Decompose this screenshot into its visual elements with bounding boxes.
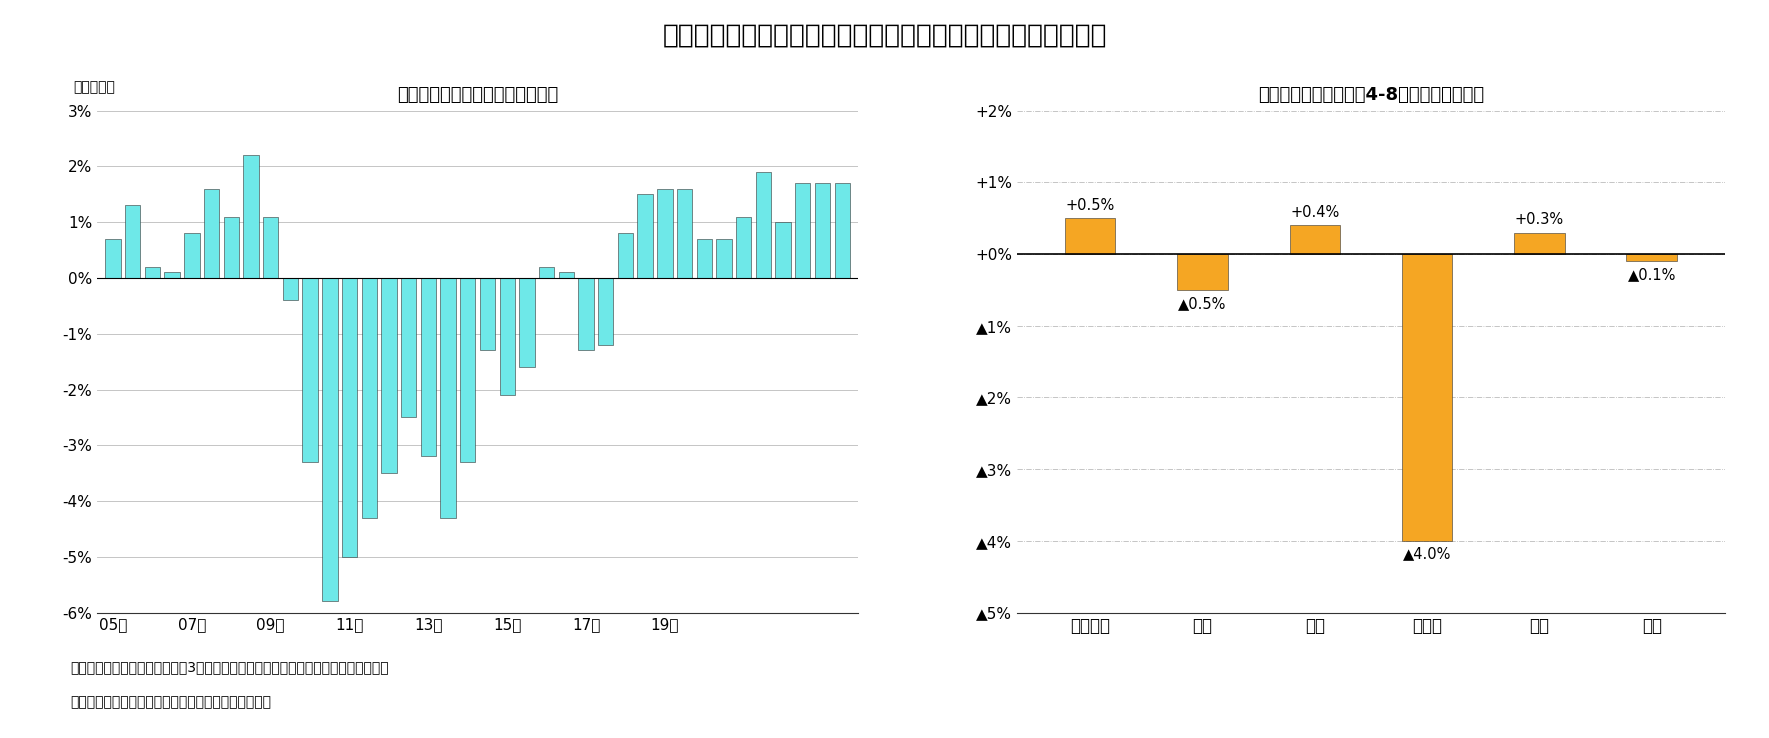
Bar (598, 278, 614, 345)
Bar (559, 272, 573, 278)
Bar (716, 239, 732, 278)
Bar (617, 233, 633, 278)
Bar (678, 189, 692, 278)
Bar (540, 267, 554, 278)
Bar (1514, 232, 1566, 254)
Bar (755, 172, 771, 278)
Text: （注）賃貸事業収益：各時点で3期以上の運用実績があり継続比較可能な物件を対象: （注）賃貸事業収益：各時点で3期以上の運用実績があり継続比較可能な物件を対象 (71, 661, 389, 675)
Bar (736, 217, 752, 278)
Text: 図表４：Ｊリート保有ビルの収益及び評価額（前期比増減率）: 図表４：Ｊリート保有ビルの収益及び評価額（前期比増減率） (662, 22, 1107, 48)
Bar (775, 222, 791, 278)
Text: ▲0.5%: ▲0.5% (1178, 296, 1226, 311)
Bar (244, 155, 258, 278)
Text: （出所）開示資料をもとにニッセイ基礎研究所が作成: （出所）開示資料をもとにニッセイ基礎研究所が作成 (71, 695, 272, 709)
Bar (421, 278, 435, 456)
Bar (578, 278, 594, 351)
Bar (264, 217, 278, 278)
Text: ▲4.0%: ▲4.0% (1403, 547, 1451, 562)
Bar (203, 189, 219, 278)
Bar (835, 183, 849, 278)
Bar (637, 194, 653, 278)
Bar (322, 278, 338, 601)
Bar (1626, 254, 1677, 261)
Text: （前期比）: （前期比） (74, 80, 115, 94)
Title: 賃貸事業収益の増減率（前期比）: 賃貸事業収益の増減率（前期比） (396, 86, 559, 103)
Bar (184, 233, 200, 278)
Bar (1065, 218, 1116, 254)
Bar (520, 278, 534, 368)
Bar (382, 278, 396, 473)
Bar (816, 183, 830, 278)
Bar (440, 278, 456, 518)
Bar (697, 239, 711, 278)
Text: ▲0.1%: ▲0.1% (1627, 267, 1675, 282)
Bar (302, 278, 318, 462)
Bar (499, 278, 515, 395)
Bar (361, 278, 377, 518)
Title: 鑑定評価額の増減率（4-8月決算、前期比）: 鑑定評価額の増減率（4-8月決算、前期比） (1258, 86, 1484, 103)
Bar (126, 205, 140, 278)
Bar (402, 278, 416, 418)
Bar (794, 183, 810, 278)
Bar (165, 272, 180, 278)
Bar (1290, 225, 1341, 254)
Bar (341, 278, 357, 556)
Bar (223, 217, 239, 278)
Bar (460, 278, 476, 462)
Bar (145, 267, 161, 278)
Text: +0.3%: +0.3% (1514, 212, 1564, 227)
Bar (283, 278, 299, 300)
Bar (479, 278, 495, 351)
Text: +0.4%: +0.4% (1290, 204, 1339, 220)
Text: +0.5%: +0.5% (1065, 198, 1114, 213)
Bar (1176, 254, 1228, 290)
Bar (1401, 254, 1452, 541)
Bar (656, 189, 672, 278)
Bar (106, 239, 120, 278)
